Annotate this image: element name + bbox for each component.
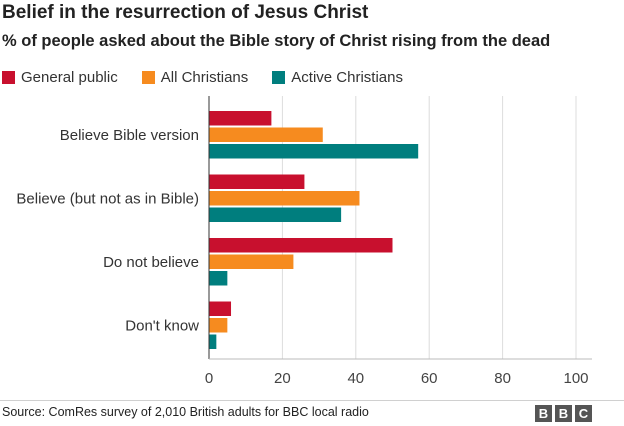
legend-label-all-christians: All Christians xyxy=(160,68,249,86)
x-tick-label: 100 xyxy=(563,370,588,387)
category-label: Don't know xyxy=(125,317,199,334)
category-label: Do not believe xyxy=(103,254,199,271)
legend-item-all-christians: All Christians xyxy=(141,68,249,86)
bar xyxy=(209,174,305,189)
legend-item-active-christians: Active Christians xyxy=(272,69,403,86)
footer-divider xyxy=(0,400,624,401)
bar xyxy=(209,111,272,126)
category-label: Believe (but not as in Bible) xyxy=(16,190,199,207)
bar xyxy=(209,144,419,159)
x-tick-label: 60 xyxy=(421,370,438,387)
chart-title: Belief in the resurrection of Jesus Chri… xyxy=(2,2,369,23)
chart-subtitle: % of people asked about the Bible story … xyxy=(2,32,551,50)
bar xyxy=(209,207,342,222)
x-tick-label: 80 xyxy=(494,370,511,387)
legend-label-general-public: General public xyxy=(21,68,118,86)
x-tick-label: 0 xyxy=(205,370,213,387)
x-tick-label: 20 xyxy=(274,370,291,387)
bar-chart: Believe Bible version Believe (but not as… xyxy=(16,96,592,387)
bar xyxy=(209,254,294,269)
legend-swatch-general-public xyxy=(2,70,15,84)
source-note: Source: ComRes survey of 2,010 British a… xyxy=(2,405,369,419)
bar xyxy=(209,318,228,333)
legend-swatch-all-christians xyxy=(141,70,155,84)
bbc-logo-letter: C xyxy=(575,405,592,422)
bar xyxy=(209,127,323,142)
legend-label-active-christians: Active Christians xyxy=(291,68,403,86)
bar xyxy=(209,191,360,206)
bar xyxy=(209,238,393,253)
bbc-logo-letter: B xyxy=(535,405,552,422)
bar xyxy=(209,301,232,316)
bar xyxy=(209,334,217,349)
category-label: Believe Bible version xyxy=(60,127,199,144)
legend: General public All Christians Active Chr… xyxy=(2,67,427,87)
bbc-logo: B B C xyxy=(535,405,592,422)
legend-swatch-active-christians xyxy=(272,70,286,84)
legend-item-general-public: General public xyxy=(2,69,118,86)
x-tick-label: 40 xyxy=(347,370,364,387)
bbc-logo-letter: B xyxy=(555,405,572,422)
bar xyxy=(209,271,228,286)
